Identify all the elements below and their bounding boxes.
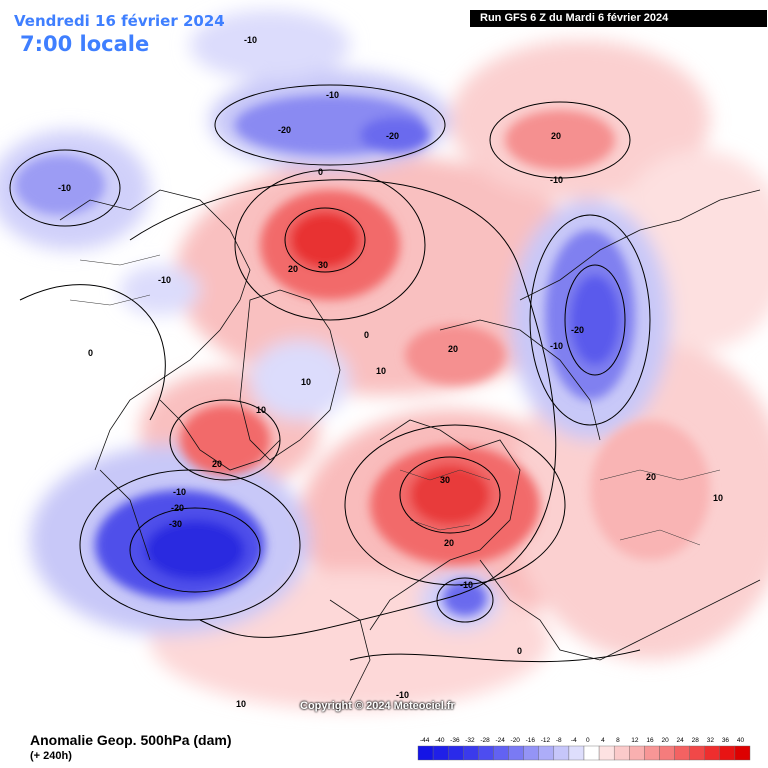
contour-label: 10 — [713, 493, 723, 503]
legend-swatch — [674, 745, 690, 761]
parameter-title: Anomalie Geop. 500hPa (dam) — [30, 732, 232, 748]
contour-label: 0 — [318, 167, 323, 177]
lead-time: (+ 240h) — [30, 750, 72, 762]
legend-swatch — [583, 745, 600, 761]
legend-swatch — [478, 745, 494, 761]
legend-tick-label: 40 — [737, 737, 745, 744]
legend-swatch — [734, 745, 751, 761]
contour-label: 30 — [318, 260, 328, 270]
legend-tick-label: 20 — [661, 737, 669, 744]
legend-tick-label: -44 — [420, 737, 430, 744]
contour-label: 10 — [256, 405, 266, 415]
legend-swatch — [568, 745, 585, 761]
legend-tick-label: 28 — [692, 737, 700, 744]
forecast-time: 7:00 locale — [20, 32, 150, 56]
contour-label: -20 — [171, 503, 184, 513]
forecast-date: Vendredi 16 février 2024 — [14, 12, 225, 30]
legend-tick-label: 32 — [707, 737, 715, 744]
legend-tick-label: -20 — [511, 737, 521, 744]
color-legend: -44 -40 -36 -32 -28 -24 -20 -16 -12 -8 -4 0 4 8 12 16 20… — [417, 737, 751, 761]
legend-tick-label: -28 — [480, 737, 490, 744]
legend-swatch — [659, 745, 675, 761]
legend-swatch — [538, 745, 555, 761]
legend-swatch — [689, 745, 705, 761]
contour-label: 30 — [440, 475, 450, 485]
legend-swatch — [704, 745, 721, 761]
legend-tick-label: 24 — [677, 737, 685, 744]
legend-tick-label: 0 — [586, 737, 590, 744]
legend-swatch — [432, 745, 449, 761]
contour-label: 20 — [551, 131, 561, 141]
legend-tick-label: -24 — [495, 737, 505, 744]
contour-label: 0 — [364, 330, 369, 340]
legend-tick-label: -40 — [435, 737, 445, 744]
contour-label: -10 — [550, 175, 563, 185]
legend-swatch — [613, 745, 630, 761]
legend-swatch — [417, 745, 434, 761]
legend-swatch — [644, 745, 660, 761]
borders — [69, 254, 721, 546]
contour-label: 20 — [444, 538, 454, 548]
legend-tick-label: -16 — [526, 737, 536, 744]
contour-label: 10 — [301, 377, 311, 387]
contour-label: 10 — [376, 366, 386, 376]
anomaly-field-cores — [15, 95, 710, 616]
legend-tick-label: -4 — [571, 737, 577, 744]
legend-tick-label: 4 — [601, 737, 605, 744]
legend-tick-label: 8 — [616, 737, 620, 744]
contour-label: -10 — [396, 690, 409, 700]
contour-label: -10 — [58, 183, 71, 193]
contour-label: 0 — [517, 646, 522, 656]
contour-label: 20 — [288, 264, 298, 274]
contour-label: -30 — [169, 519, 182, 529]
contour-label: -10 — [326, 90, 339, 100]
contour-label: -10 — [173, 487, 186, 497]
contour-label: 20 — [448, 344, 458, 354]
legend-tick-label: 12 — [631, 737, 639, 744]
contour-label: -10 — [244, 35, 257, 45]
legend-tick-label: -12 — [541, 737, 551, 744]
legend-swatch — [719, 745, 736, 761]
legend-tick-label: -36 — [450, 737, 460, 744]
legend-swatch — [553, 745, 570, 761]
legend-swatch — [523, 745, 539, 761]
contour-label: -20 — [386, 131, 399, 141]
legend-swatch — [493, 745, 509, 761]
contour-label: -10 — [550, 341, 563, 351]
contour-label: -20 — [571, 325, 584, 335]
legend-swatch — [629, 745, 645, 761]
contour-label: 0 — [88, 348, 93, 358]
legend-swatch — [598, 745, 615, 761]
anomaly-map: -10 -10 -20 -20 -10 0 -10 20 30 0 10 20 … — [0, 10, 768, 710]
coastlines — [59, 189, 761, 701]
legend-swatch — [508, 745, 524, 761]
legend-tick-label: 36 — [722, 737, 730, 744]
copyright: Copyright © 2024 Meteociel.fr — [300, 700, 455, 712]
footer: Anomalie Geop. 500hPa (dam) (+ 240h) -44… — [0, 730, 768, 768]
legend-tick-label: -8 — [556, 737, 562, 744]
contour-lines — [9, 84, 651, 663]
legend-swatch — [447, 745, 464, 761]
contour-label: 20 — [212, 459, 222, 469]
legend-swatch — [463, 745, 479, 761]
legend-tick-label: -32 — [465, 737, 475, 744]
legend-tick-label: 16 — [646, 737, 654, 744]
contour-label: -10 — [158, 275, 171, 285]
contour-label: -10 — [460, 580, 473, 590]
contour-label: 10 — [236, 699, 246, 709]
contour-label: 20 — [646, 472, 656, 482]
contour-label: -20 — [278, 125, 291, 135]
run-info: Run GFS 6 Z du Mardi 6 février 2024 — [470, 10, 767, 27]
contour-label-layer: -10 -10 -20 -20 -10 0 -10 20 30 0 10 20 … — [58, 35, 723, 709]
